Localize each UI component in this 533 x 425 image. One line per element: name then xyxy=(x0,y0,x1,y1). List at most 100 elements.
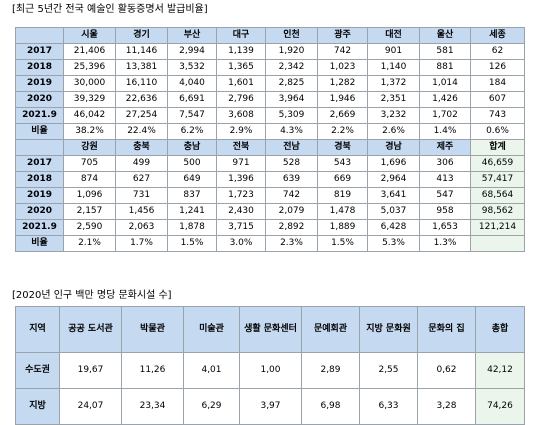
table-cell: 22,636 xyxy=(115,91,168,108)
table-cell: 2,825 xyxy=(265,75,318,92)
table1-title: [최근 5년간 전국 예술인 활동증명서 발급비율] xyxy=(12,4,208,15)
table-cell: 2,079 xyxy=(265,203,318,220)
table-cell: 11,26 xyxy=(121,352,184,389)
table-cell: 3,28 xyxy=(417,388,476,425)
table-cell: 46,659 xyxy=(470,155,525,172)
table-row: 비율 2.1% 1.7% 1.5% 3.0% 2.3% 1.5% 5.3% 1.3% xyxy=(15,235,525,252)
row-header: 비율 xyxy=(15,123,64,140)
table-cell: 27,254 xyxy=(115,107,168,124)
column-header: 강원 xyxy=(63,139,116,156)
table-cell: 1,139 xyxy=(216,43,266,60)
table-cell: 874 xyxy=(63,171,116,188)
table-cell: 2,342 xyxy=(265,59,318,76)
column-header: 대전 xyxy=(367,27,420,44)
table-cell: 6,33 xyxy=(359,388,418,425)
table-cell: 1,426 xyxy=(419,91,471,108)
table-cell: 2,430 xyxy=(216,203,266,220)
header-row: 시울 경기 부산 대구 인천 광주 대전 울산 세종 xyxy=(15,27,525,44)
row-header: 2017 xyxy=(15,43,64,60)
table-cell: 1,946 xyxy=(317,91,368,108)
table-row: 2020 39,329 22,636 6,691 2,796 3,964 1,946 2,35… xyxy=(15,91,525,108)
table-cell: 1.4% xyxy=(419,123,471,140)
table-cell: 23,34 xyxy=(121,388,184,425)
table-cell: 3,715 xyxy=(216,219,266,236)
table-cell: 2,063 xyxy=(115,219,168,236)
table-cell: 2,669 xyxy=(317,107,368,124)
table-cell: 16,110 xyxy=(115,75,168,92)
row-header: 비율 xyxy=(15,235,64,252)
table2-title: [2020년 인구 백만 명당 문화시설 수] xyxy=(12,290,172,301)
table-cell: 5,309 xyxy=(265,107,318,124)
table-cell: 4,01 xyxy=(183,352,240,389)
table-cell: 6,428 xyxy=(367,219,420,236)
table-row: 2018 874 627 649 1,396 639 669 2,964 413 57,417 xyxy=(15,171,525,188)
table-cell: 742 xyxy=(265,187,318,204)
table-cell: 5.3% xyxy=(367,235,420,252)
table-cell: 6,691 xyxy=(167,91,217,108)
table-cell: 500 xyxy=(167,155,217,172)
table-cell: 0,62 xyxy=(417,352,476,389)
table-row: 2020 2,157 1,456 1,241 2,430 2,079 1,478 5,037 9… xyxy=(15,203,525,220)
table-cell: 1.5% xyxy=(317,235,368,252)
table-cell: 1,023 xyxy=(317,59,368,76)
table-cell: 2,796 xyxy=(216,91,266,108)
table-cell: 581 xyxy=(419,43,471,60)
table-cell: 6,29 xyxy=(183,388,240,425)
table-cell: 11,146 xyxy=(115,43,168,60)
table-cell: 2.1% xyxy=(63,235,116,252)
table-cell: 1.7% xyxy=(115,235,168,252)
column-header: 제주 xyxy=(419,139,471,156)
column-header: 울산 xyxy=(419,27,471,44)
table-cell: 1,241 xyxy=(167,203,217,220)
table-cell: 3.0% xyxy=(216,235,266,252)
column-header: 문예회관 xyxy=(301,306,360,353)
table-cell: 4,040 xyxy=(167,75,217,92)
table-cell: 2.6% xyxy=(367,123,420,140)
table-cell: 1,889 xyxy=(317,219,368,236)
table-row: 2021.9 2,590 2,063 1,878 3,715 2,892 1,889 6,42… xyxy=(15,219,525,236)
table-cell: 126 xyxy=(470,59,525,76)
column-header: 시울 xyxy=(63,27,116,44)
column-header: 공공 도서관 xyxy=(59,306,122,353)
corner-cell xyxy=(15,27,64,44)
row-header: 2020 xyxy=(15,91,64,108)
table-row: 2021.9 46,042 27,254 7,547 3,608 5,309 2,669 3,… xyxy=(15,107,525,124)
table-cell: 731 xyxy=(115,187,168,204)
table-cell: 1,282 xyxy=(317,75,368,92)
table-cell: 2,89 xyxy=(301,352,360,389)
row-header: 2019 xyxy=(15,187,64,204)
table-cell: 121,214 xyxy=(470,219,525,236)
table-cell: 184 xyxy=(470,75,525,92)
table-cell: 6.2% xyxy=(167,123,217,140)
table-cell: 19,67 xyxy=(59,352,122,389)
table-cell: 1,653 xyxy=(419,219,471,236)
table-cell: 3,232 xyxy=(367,107,420,124)
column-header: 지역 xyxy=(15,306,60,353)
table-cell: 3,97 xyxy=(239,388,302,425)
culture-facilities-table: 지역 공공 도서관 박물관 미술관 생활 문화센터 문예회관 지방 문화원 문화의 집 총합 수도… xyxy=(15,306,525,425)
table-cell: 306 xyxy=(419,155,471,172)
table-cell: 547 xyxy=(419,187,471,204)
row-header: 지방 xyxy=(15,388,60,425)
table-cell: 2,55 xyxy=(359,352,418,389)
table-row: 2019 30,000 16,110 4,040 1,601 2,825 1,282 1,37… xyxy=(15,75,525,92)
table-cell: 0.6% xyxy=(470,123,525,140)
column-header: 인천 xyxy=(265,27,318,44)
row-header: 2021.9 xyxy=(15,107,64,124)
table-cell: 3,964 xyxy=(265,91,318,108)
table-cell: 4.3% xyxy=(265,123,318,140)
table-cell: 1,723 xyxy=(216,187,266,204)
table-cell: 1,00 xyxy=(239,352,302,389)
table-cell: 2.2% xyxy=(317,123,368,140)
table-cell: 7,547 xyxy=(167,107,217,124)
row-header: 수도권 xyxy=(15,352,60,389)
table-cell: 30,000 xyxy=(63,75,116,92)
table-cell: 627 xyxy=(115,171,168,188)
row-header: 2018 xyxy=(15,59,64,76)
table-cell: 1,014 xyxy=(419,75,471,92)
table-row: 지방 24,07 23,34 6,29 3,97 6,98 6,33 3,28 74,26 xyxy=(15,388,525,425)
table-cell: 901 xyxy=(367,43,420,60)
row-header: 2018 xyxy=(15,171,64,188)
table-cell: 1,878 xyxy=(167,219,217,236)
table-cell: 6,98 xyxy=(301,388,360,425)
